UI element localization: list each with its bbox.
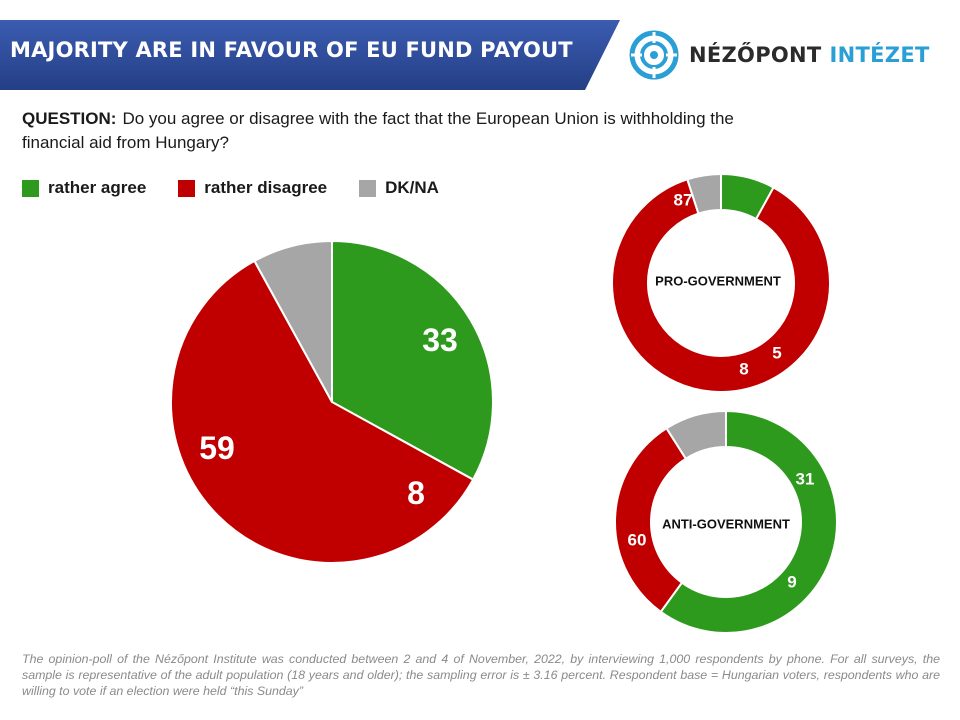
logo: NÉZŐPONT INTÉZET [629,30,930,80]
main-pie-label-disagree: 59 [199,430,235,466]
pro-government-donut-slice-disagree [611,178,831,393]
question-label: QUESTION: [22,109,117,128]
anti-government-donut-slice-agree [659,409,838,634]
pro-government-donut-label-agree: 8 [739,360,748,379]
logo-text: NÉZŐPONT INTÉZET [689,43,930,67]
anti-government-donut-label-dkna: 9 [787,573,796,592]
main-pie-slice-agree [331,239,494,481]
pro-government-donut-label-disagree: 87 [674,191,693,210]
header-band [0,20,960,90]
header-shape [0,20,620,90]
main-pie-slice-dkna [253,239,333,403]
question-text: Do you agree or disagree with the fact t… [22,109,734,152]
anti-government-donut-slice-dkna [665,409,727,461]
legend-item-agree: rather agree [22,178,146,198]
main-pie: 33 59 8 [170,239,494,564]
pro-government-donut: 8 87 5 PRO-GOVERNMENT [611,172,831,393]
legend-swatch-dkna [359,179,377,197]
main-pie-label-dkna: 8 [407,475,425,511]
footnote: The opinion-poll of the Nézőpont Institu… [22,652,940,698]
pro-government-donut-slice-dkna [686,172,722,215]
anti-government-donut-label-disagree: 31 [796,470,815,489]
anti-government-donut-label-agree: 60 [628,531,647,550]
target-logo-icon [629,30,679,80]
logo-text-b: INTÉZET [829,43,930,67]
question: QUESTION: Do you agree or disagree with t… [22,107,782,155]
main-pie-label-agree: 33 [422,322,458,358]
legend-label-agree: rather agree [48,178,147,197]
legend-item-disagree: rather disagree [178,178,327,198]
legend-item-dkna: DK/NA [359,178,439,198]
anti-government-donut-title: ANTI-GOVERNMENT [662,517,790,532]
pro-government-donut-label-dkna: 5 [772,344,781,363]
page-title: MAJORITY ARE IN FAVOUR OF EU FUND PAYOUT [10,38,573,62]
legend-label-dkna: DK/NA [385,178,439,197]
legend-label-disagree: rather disagree [204,178,328,197]
legend-swatch-disagree [178,179,196,197]
pro-government-donut-title: PRO-GOVERNMENT [655,274,781,289]
anti-government-donut: 60 31 9 ANTI-GOVERNMENT [614,409,838,634]
main-pie-slice-disagree [170,259,475,564]
legend: rather agree rather disagree DK/NA [22,178,471,198]
logo-text-a: NÉZŐPONT [689,43,822,67]
legend-swatch-agree [22,179,39,197]
